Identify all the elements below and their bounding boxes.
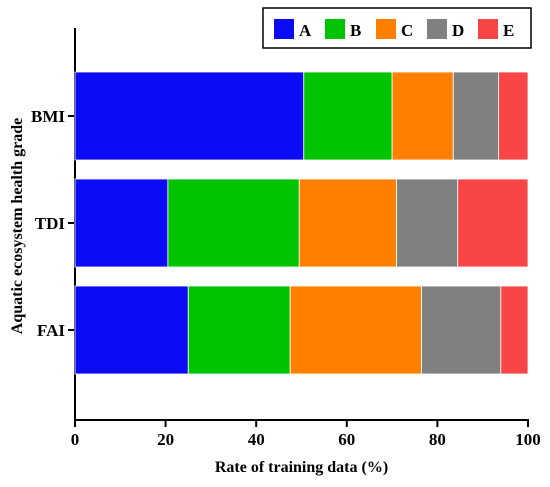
legend-label-d: D [452, 21, 464, 40]
bar-segment-fai-d [421, 285, 502, 375]
x-tick-label: 60 [338, 430, 355, 449]
bar-segment-bmi-d [452, 71, 499, 161]
x-tick-label: 100 [515, 430, 541, 449]
legend-swatch-a [274, 19, 294, 39]
y-axis-category-labels: BMI TDI FAI [31, 107, 75, 340]
bar-segment-bmi-a [74, 71, 305, 161]
legend-swatch-c [376, 19, 396, 39]
y-axis-title: Aquatic ecosystem health grade [9, 118, 26, 334]
x-tick-label: 20 [157, 430, 174, 449]
bar-segment-fai-a [74, 285, 189, 375]
bar-segment-tdi-b [167, 178, 300, 268]
legend-label-a: A [299, 21, 312, 40]
x-tick-label: 40 [248, 430, 265, 449]
legend-label-e: E [503, 21, 514, 40]
x-axis-ticks: 0 20 40 60 80 100 [71, 420, 541, 449]
bar-segment-tdi-a [74, 178, 169, 268]
bar-segment-tdi-c [298, 178, 398, 268]
bars [74, 71, 529, 375]
bar-segment-bmi-e [498, 71, 529, 161]
x-tick-label: 80 [429, 430, 446, 449]
legend-label-c: C [401, 21, 413, 40]
bar-segment-bmi-c [391, 71, 454, 161]
bar-segment-fai-e [500, 285, 529, 375]
x-tick-label: 0 [71, 430, 80, 449]
legend-swatch-e [478, 19, 498, 39]
bar-segment-bmi-b [303, 71, 393, 161]
bar-segment-tdi-e [457, 178, 529, 268]
y-category-label: FAI [37, 321, 65, 340]
bar-segment-tdi-d [396, 178, 459, 268]
y-category-label: TDI [35, 214, 66, 233]
legend-label-b: B [350, 21, 361, 40]
y-category-label: BMI [31, 107, 65, 126]
bar-segment-fai-c [289, 285, 422, 375]
bar-segment-fai-b [187, 285, 291, 375]
x-axis-title: Rate of training data (%) [215, 459, 388, 476]
legend: A B C D E [262, 7, 532, 49]
legend-swatch-b [325, 19, 345, 39]
legend-swatch-d [427, 19, 447, 39]
